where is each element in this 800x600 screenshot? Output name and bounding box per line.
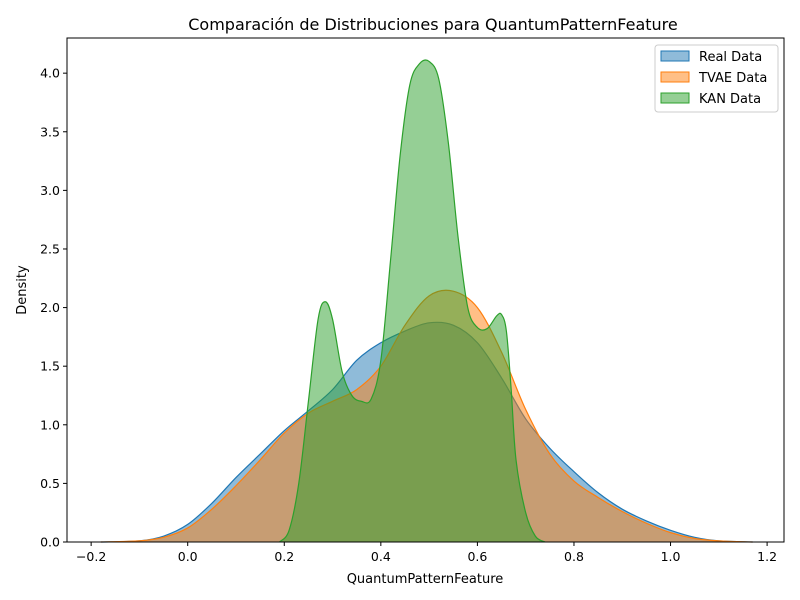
chart-title: Comparación de Distribuciones para Quant…: [188, 15, 678, 34]
y-axis: 0.0 0.5 1.0 1.5 2.0 2.5 3.0 3.5 4.0: [40, 66, 67, 550]
x-tick-label: 0.0: [178, 549, 198, 564]
plot-frame: [66, 37, 785, 543]
y-tick-label: 3.5: [40, 124, 60, 139]
y-tick-label: 0.5: [40, 476, 60, 491]
plot-areas: [100, 59, 753, 543]
kan-data-area: [279, 60, 545, 543]
y-tick-label: 2.5: [40, 241, 60, 256]
x-tick-label: 0.4: [371, 549, 391, 564]
x-tick-label: 0.8: [564, 549, 584, 564]
y-tick-label: 4.0: [40, 66, 60, 81]
x-tick-label: 0.2: [274, 549, 294, 564]
x-tick-label: −0.2: [76, 549, 106, 564]
legend-swatch-kan-data: [660, 92, 690, 104]
kan-data-line: [278, 59, 546, 543]
legend: Real Data TVAE Data KAN Data: [654, 44, 779, 113]
x-axis: −0.2 0.0 0.2 0.4 0.6 0.8 1.0 1.2: [76, 542, 777, 564]
y-axis-label: Density: [15, 265, 30, 315]
y-tick-label: 1.0: [40, 417, 60, 432]
x-tick-label: 1.0: [661, 549, 681, 564]
y-tick-label: 1.5: [40, 359, 60, 374]
y-tick-label: 3.0: [40, 183, 60, 198]
legend-label-kan-data: KAN Data: [699, 92, 761, 107]
legend-label-real-data: Real Data: [699, 50, 762, 65]
legend-swatch-tvae-data: [660, 71, 690, 83]
x-tick-label: 0.6: [467, 549, 487, 564]
y-tick-label: 2.0: [40, 300, 60, 315]
x-tick-label: 1.2: [757, 549, 777, 564]
legend-label-tvae-data: TVAE Data: [698, 71, 767, 86]
x-axis-label: QuantumPatternFeature: [347, 572, 504, 587]
y-tick-label: 0.0: [40, 535, 60, 550]
legend-swatch-real-data: [660, 50, 690, 62]
